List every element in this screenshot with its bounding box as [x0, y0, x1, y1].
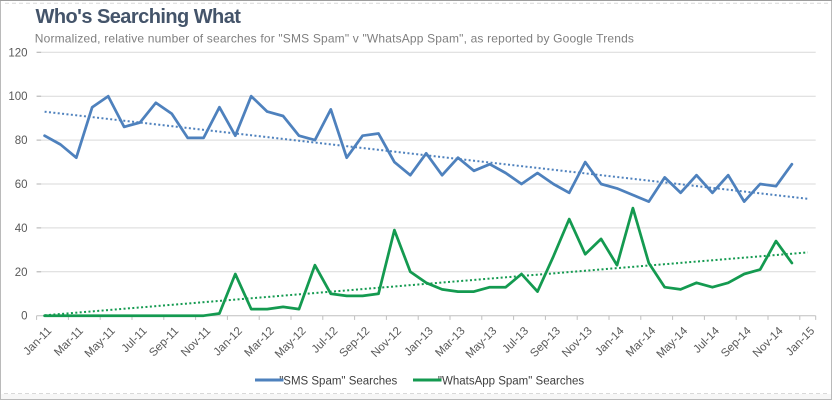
svg-text:120: 120 [8, 47, 27, 59]
svg-text:Who's Searching What: Who's Searching What [36, 6, 242, 28]
svg-text:60: 60 [15, 179, 28, 191]
svg-text:"WhatsApp Spam" Searches: "WhatsApp Spam" Searches [438, 376, 584, 388]
svg-text:0: 0 [21, 311, 27, 323]
svg-text:"SMS Spam" Searches: "SMS Spam" Searches [279, 376, 397, 388]
svg-text:20: 20 [15, 267, 28, 279]
svg-text:100: 100 [8, 91, 27, 103]
svg-text:40: 40 [15, 223, 28, 235]
svg-text:80: 80 [15, 135, 28, 147]
svg-text:Normalized, relative number of: Normalized, relative number of searches … [35, 32, 634, 46]
